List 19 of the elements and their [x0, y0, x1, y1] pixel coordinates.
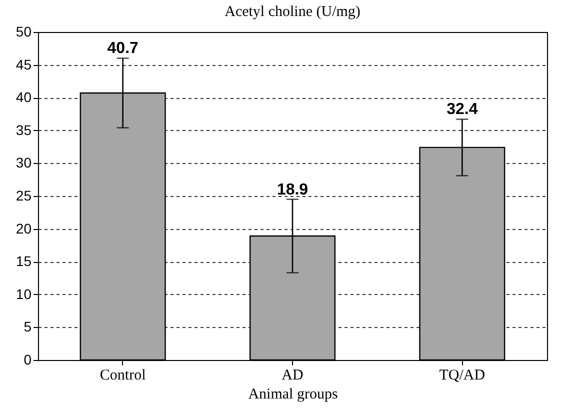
data-label: 40.7 — [107, 40, 139, 58]
y-tick-label: 5 — [24, 318, 32, 335]
y-tick-label: 45 — [16, 56, 32, 72]
y-tick-label: 20 — [16, 220, 32, 236]
y-tick-label: 40 — [16, 89, 32, 106]
y-tick-label: 30 — [16, 154, 32, 171]
x-axis-title: Animal groups — [248, 386, 338, 402]
data-label: 32.4 — [446, 101, 478, 118]
x-tick-label: Control — [100, 368, 146, 384]
x-tick-label: TQ/AD — [439, 368, 486, 384]
y-tick-label: 25 — [16, 188, 32, 204]
x-tick-label: AD — [282, 368, 304, 384]
data-label: 18.9 — [276, 181, 308, 198]
y-tick-label: 50 — [16, 24, 32, 40]
chart-title: Acetyl choline (U/mg) — [224, 4, 360, 20]
y-tick-label: 0 — [24, 352, 32, 368]
y-tick-label: 10 — [16, 286, 32, 302]
y-tick-label: 35 — [16, 122, 32, 138]
y-tick-label: 15 — [16, 253, 32, 270]
